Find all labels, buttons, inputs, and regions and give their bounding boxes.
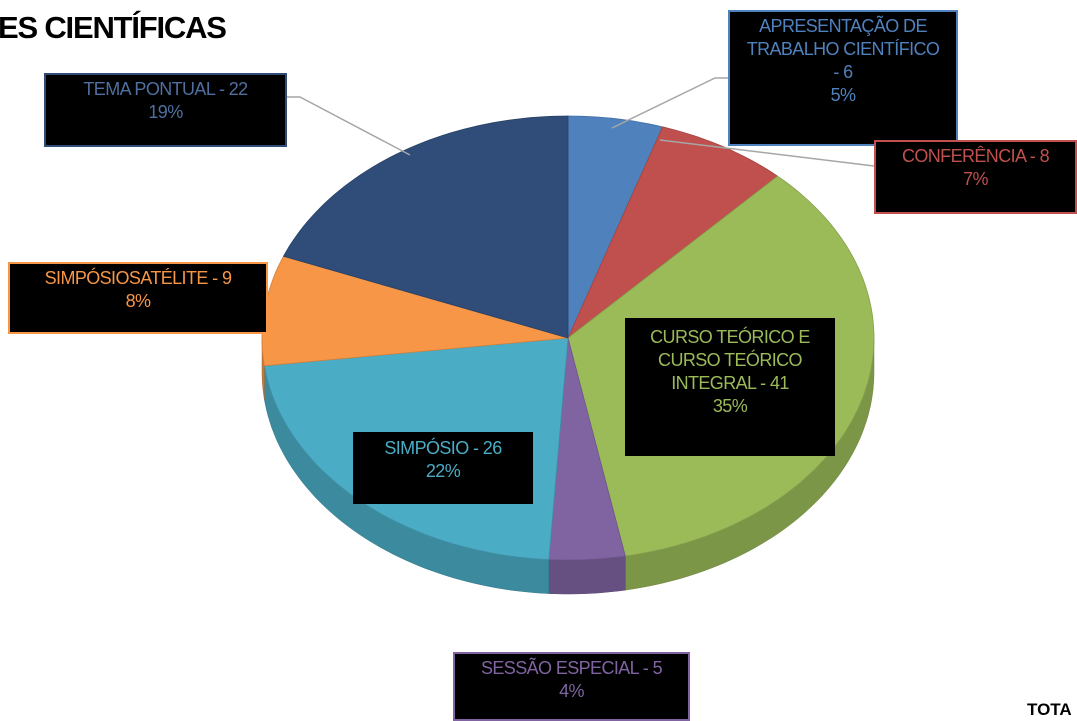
data-label: SIMPÓSIO - 26 22%	[353, 432, 533, 504]
data-label: TEMA PONTUAL - 22 19%	[44, 73, 287, 147]
label-percent: 4%	[559, 681, 584, 701]
label-percent: 8%	[125, 291, 151, 311]
label-percent: 5%	[830, 85, 856, 105]
pie-slice	[567, 126, 779, 339]
data-label: SIMPÓSIOSATÉLITE - 9 8%	[8, 262, 268, 334]
pie-slice	[567, 115, 664, 339]
pie-side	[548, 555, 626, 595]
label-name: SESSÃO ESPECIAL - 5	[480, 658, 663, 678]
pie-slice	[282, 115, 569, 339]
label-name: APRESENTAÇÃO DE TRABALHO CIENTÍFICO - 6	[746, 16, 940, 82]
label-name: CURSO TEÓRICO E CURSO TEÓRICO INTEGRAL -…	[650, 327, 810, 393]
chart-title: ES CIENTÍFICAS	[0, 10, 227, 45]
label-percent: 7%	[963, 169, 988, 189]
data-label: APRESENTAÇÃO DE TRABALHO CIENTÍFICO - 6 5…	[728, 10, 958, 146]
data-label: SESSÃO ESPECIAL - 5 4%	[453, 652, 690, 721]
data-label: CURSO TEÓRICO E CURSO TEÓRICO INTEGRAL -…	[625, 318, 835, 456]
label-name: SIMPÓSIOSATÉLITE - 9	[44, 268, 232, 288]
leader-line	[287, 96, 411, 156]
label-name: SIMPÓSIO - 26	[384, 438, 502, 458]
label-name: CONFERÊNCIA - 8	[901, 146, 1050, 166]
label-percent: 35%	[712, 396, 748, 416]
label-name: TEMA PONTUAL - 22	[83, 79, 248, 99]
leader-line	[611, 77, 728, 129]
data-label: CONFERÊNCIA - 8 7%	[874, 140, 1077, 214]
label-percent: 22%	[425, 461, 461, 481]
label-percent: 19%	[148, 102, 183, 122]
annotation: TOTA	[1027, 700, 1072, 719]
leader-line	[659, 139, 875, 167]
pie-slice	[548, 337, 626, 561]
